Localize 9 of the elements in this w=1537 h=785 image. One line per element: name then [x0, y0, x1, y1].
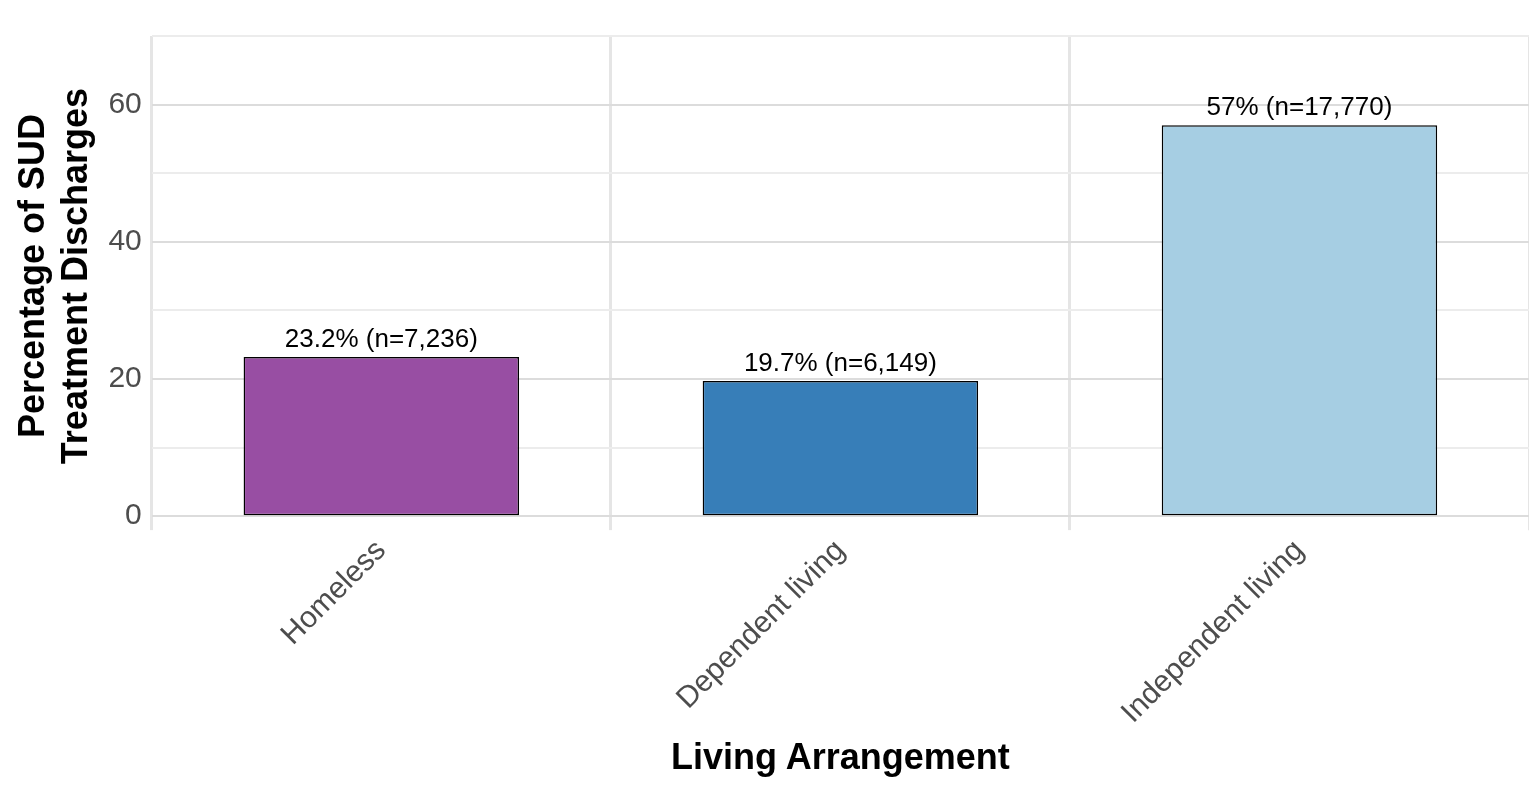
data-label: 23.2% (n=7,236): [284, 323, 478, 354]
y-tick-label: 40: [108, 223, 142, 257]
y-tick-label: 20: [108, 360, 142, 394]
y-axis-title: Percentage of SUD Treatment Discharges: [10, 87, 95, 465]
data-label: 57% (n=17,770): [1206, 91, 1393, 122]
y-tick-label: 0: [125, 497, 142, 531]
data-label: 19.7% (n=6,149): [743, 347, 937, 378]
x-axis-title: Living Arrangement: [671, 736, 1010, 778]
y-tick-label: 60: [108, 85, 142, 119]
